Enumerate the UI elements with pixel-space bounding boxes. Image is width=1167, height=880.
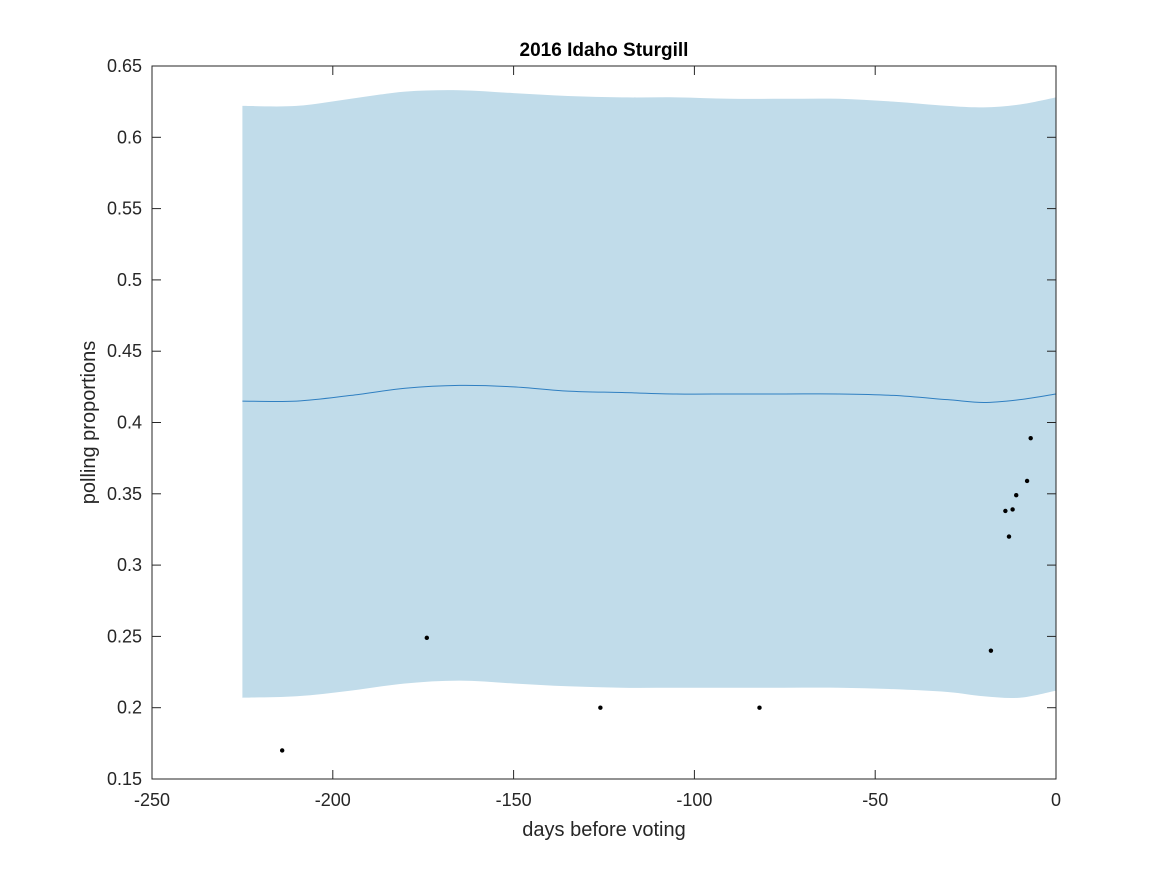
y-tick-label: 0.15	[107, 769, 142, 789]
chart-title: 2016 Idaho Sturgill	[520, 40, 689, 61]
x-tick-label: -50	[862, 790, 888, 810]
mean-line	[242, 384, 1057, 404]
plot-area	[242, 90, 1057, 753]
y-tick-label: 0.6	[117, 127, 142, 147]
poll-point	[1024, 478, 1030, 484]
poll-point	[424, 635, 430, 641]
poll-point	[1014, 493, 1019, 498]
confidence-band	[242, 90, 1056, 699]
y-tick-label: 0.2	[117, 698, 142, 718]
poll-point	[1006, 534, 1012, 539]
y-axis: 0.15 0.2 0.25 0.3 0.35 0.4 0.45 0.5 0.55 0.6 0.65	[107, 56, 1056, 789]
y-tick-label: 0.25	[107, 626, 142, 646]
y-axis-label: polling proportions	[78, 341, 100, 504]
x-tick-label: -100	[676, 790, 712, 810]
y-tick-label: 0.5	[117, 270, 142, 290]
y-tick-label: 0.55	[107, 199, 142, 219]
poll-point	[1003, 508, 1008, 514]
x-tick-label: -150	[496, 790, 532, 810]
x-axis-label: days before voting	[522, 819, 685, 841]
y-tick-label: 0.3	[117, 555, 142, 575]
y-tick-label: 0.4	[117, 413, 142, 433]
poll-point	[757, 705, 762, 710]
poll-point	[1010, 507, 1015, 512]
y-tick-label: 0.35	[107, 484, 142, 504]
y-tick-label: 0.45	[107, 341, 142, 361]
x-tick-label: 0	[1051, 790, 1061, 810]
poll-point	[988, 648, 994, 653]
x-tick-label: -250	[134, 790, 170, 810]
x-axis: -250 -200 -150 -100 -50 0	[134, 66, 1061, 810]
poll-point	[1028, 435, 1033, 441]
x-tick-label: -200	[315, 790, 351, 810]
poll-point	[279, 748, 285, 753]
poll-point	[598, 705, 603, 710]
y-tick-label: 0.65	[107, 56, 142, 76]
poll-points	[279, 435, 1033, 753]
